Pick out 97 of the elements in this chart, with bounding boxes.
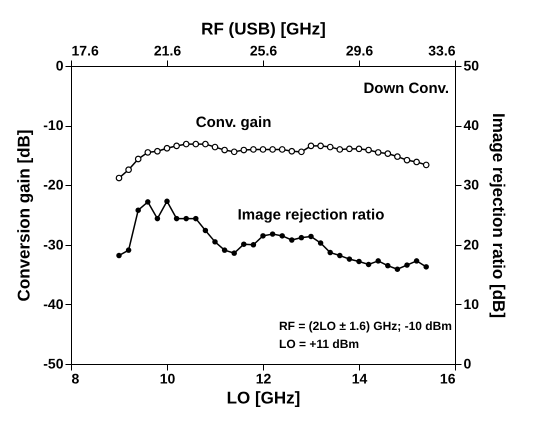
- point: [394, 153, 401, 160]
- point: [231, 250, 237, 256]
- point: [212, 144, 218, 150]
- point: [394, 266, 400, 272]
- point: [230, 148, 238, 156]
- y2-tick-label: 40: [464, 117, 480, 134]
- point: [173, 142, 180, 150]
- point: [144, 149, 152, 156]
- point: [182, 140, 190, 148]
- point: [366, 262, 372, 268]
- x2-tick-label: 25.6: [250, 42, 278, 58]
- annotation: Down Conv.: [363, 80, 449, 97]
- point: [279, 233, 285, 239]
- point: [308, 142, 314, 150]
- point: [298, 148, 305, 156]
- point: [145, 199, 151, 205]
- y-tick-label: -40: [43, 296, 64, 312]
- x-tick-label: 10: [160, 370, 176, 386]
- point: [414, 258, 420, 264]
- point: [298, 234, 304, 240]
- point: [154, 148, 161, 155]
- y-axis-title: Conversion gain [dB]: [14, 130, 34, 302]
- point: [250, 242, 256, 248]
- point: [336, 146, 344, 153]
- point: [278, 146, 286, 153]
- point: [183, 216, 189, 222]
- point: [212, 239, 218, 245]
- point: [289, 237, 295, 243]
- y2-tick-label: 10: [464, 296, 480, 312]
- point: [422, 162, 430, 168]
- point: [423, 264, 429, 270]
- point: [413, 158, 420, 166]
- point: [192, 140, 200, 148]
- x-tick-label: 16: [440, 370, 456, 386]
- y2-tick-label: 30: [464, 176, 480, 193]
- point: [404, 156, 410, 164]
- point: [317, 142, 324, 150]
- point: [154, 216, 160, 222]
- x-tick-label: 14: [352, 370, 368, 386]
- y-tick-label: -10: [43, 117, 64, 134]
- point: [116, 252, 122, 258]
- point: [260, 146, 266, 153]
- annotation: RF = (2LO ± 1.6) GHz; -10 dBm: [279, 319, 452, 333]
- y-tick-label: -50: [43, 356, 64, 372]
- point: [116, 174, 122, 182]
- x2-tick-label: 33.6: [428, 42, 456, 58]
- point: [202, 228, 208, 234]
- point: [126, 247, 132, 253]
- x-tick-label: 8: [72, 370, 80, 386]
- point: [202, 140, 209, 148]
- point: [288, 148, 296, 155]
- point: [384, 150, 392, 157]
- point: [356, 258, 362, 264]
- y-tick-label: -30: [43, 236, 64, 252]
- y-tick-label: 0: [56, 58, 64, 74]
- point: [260, 233, 266, 239]
- point: [270, 231, 276, 237]
- point: [135, 208, 141, 213]
- point: [404, 262, 410, 268]
- point: [346, 146, 353, 152]
- annotation: LO = +11 dBm: [279, 337, 360, 351]
- point: [241, 241, 247, 247]
- series-label: Conv. gain: [196, 114, 272, 132]
- point: [356, 146, 362, 152]
- point: [308, 234, 314, 240]
- point: [164, 198, 170, 204]
- point: [326, 144, 334, 150]
- y2-tick-label: 20: [464, 236, 480, 252]
- point: [164, 144, 170, 152]
- point: [240, 146, 248, 154]
- x2-tick-label: 21.6: [154, 42, 182, 58]
- x2-tick-label: 29.6: [346, 42, 374, 58]
- x2-axis-title: RF (USB) [GHz]: [201, 20, 326, 38]
- series-label: Image rejection ratio: [238, 206, 384, 224]
- point: [385, 262, 391, 268]
- point: [125, 166, 132, 174]
- point: [250, 146, 257, 153]
- point: [269, 146, 276, 153]
- y-tick-label: -20: [43, 176, 64, 193]
- point: [174, 216, 180, 222]
- point: [337, 252, 343, 258]
- y2-axis-title: Image rejection ratio [dB]: [489, 113, 508, 318]
- point: [375, 258, 381, 264]
- point: [327, 250, 333, 256]
- point: [365, 146, 372, 154]
- point: [134, 156, 142, 162]
- y2-tick-label: 50: [464, 58, 480, 74]
- point: [222, 247, 228, 253]
- x-axis-title: LO [GHz]: [226, 388, 300, 408]
- point: [374, 149, 382, 156]
- point: [221, 146, 228, 154]
- point: [346, 256, 352, 262]
- x2-tick-label: 17.6: [72, 42, 99, 58]
- y2-tick-label: 0: [464, 356, 472, 372]
- point: [318, 240, 324, 246]
- point: [193, 216, 199, 222]
- x-tick-label: 12: [256, 370, 272, 386]
